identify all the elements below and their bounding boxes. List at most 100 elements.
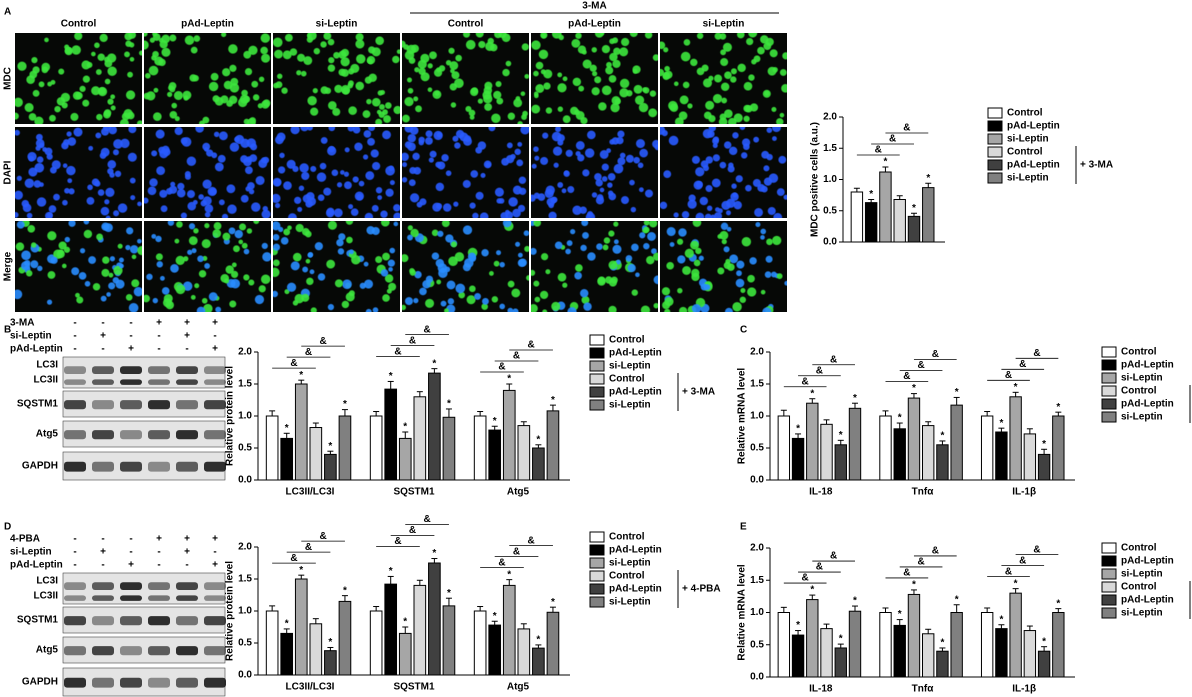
column-label: si-Leptin xyxy=(703,19,745,30)
micrograph xyxy=(144,33,271,124)
bar xyxy=(907,397,921,481)
comparison-label: & xyxy=(802,376,809,387)
significance-mark: * xyxy=(299,565,303,576)
bar xyxy=(517,425,531,481)
treatment-sign: + xyxy=(184,318,190,329)
y-tick-label: 1.5 xyxy=(823,143,837,154)
bar xyxy=(820,423,833,481)
y-tick-label: 1.5 xyxy=(238,379,252,390)
comparison-label: & xyxy=(394,346,401,357)
significance-mark: * xyxy=(285,423,289,434)
legend-label: si-Leptin xyxy=(609,400,651,411)
bar xyxy=(265,415,279,481)
bar xyxy=(893,624,906,678)
x-tick-label: SQSTM1 xyxy=(393,682,435,693)
significance-mark: * xyxy=(447,588,451,599)
significance-mark: * xyxy=(447,399,451,410)
y-tick-label: 1.0 xyxy=(750,607,764,618)
blot-band xyxy=(64,400,86,410)
micrograph xyxy=(531,33,658,124)
blot-band xyxy=(204,379,226,385)
y-tick-label: 1.5 xyxy=(750,379,764,390)
treatment-sign: - xyxy=(129,547,132,558)
comparison-label: & xyxy=(932,349,939,360)
blot-band xyxy=(92,461,114,472)
legend-swatch xyxy=(1101,555,1117,567)
comparison-label: & xyxy=(423,324,430,335)
bar xyxy=(1009,592,1022,678)
bar xyxy=(980,612,994,678)
legend-label: Control xyxy=(1007,108,1043,119)
x-tick-label: Atg5 xyxy=(507,682,530,693)
blot-band xyxy=(64,646,86,656)
significance-mark: * xyxy=(493,416,497,427)
significance-mark: * xyxy=(493,611,497,622)
x-tick-label: Atg5 xyxy=(507,487,530,498)
bar xyxy=(980,415,994,481)
significance-mark: * xyxy=(883,157,887,168)
treatment-sign: - xyxy=(73,344,76,355)
blot-strip xyxy=(62,572,226,605)
blot-band xyxy=(176,646,198,656)
blot-band xyxy=(176,430,198,440)
comparison-label: & xyxy=(830,354,837,365)
micrograph xyxy=(273,127,400,218)
x-tick-label: SQSTM1 xyxy=(393,487,435,498)
panel-label: B xyxy=(4,325,11,336)
legend-label: pAd-Leptin xyxy=(609,584,662,595)
bar xyxy=(922,425,935,481)
significance-mark: * xyxy=(403,617,407,628)
legend-swatch xyxy=(987,107,1003,119)
blot-band xyxy=(148,646,170,656)
bar xyxy=(907,593,921,678)
micrograph xyxy=(660,127,787,218)
blot-band xyxy=(204,582,226,591)
blot-band xyxy=(148,430,170,440)
y-tick-label: 0.5 xyxy=(750,639,764,650)
blot-strip xyxy=(62,451,226,481)
significance-mark: * xyxy=(1042,439,1046,450)
bar xyxy=(384,388,398,481)
x-tick-label: IL-18 xyxy=(809,684,833,695)
y-tick-label: 1.0 xyxy=(750,411,764,422)
treatment-sign: + xyxy=(212,560,218,571)
x-tick-label: LC3II/LC3I xyxy=(286,487,335,498)
treatment-sign: + xyxy=(184,534,190,545)
blot-band xyxy=(176,461,198,472)
band-label: LC3I xyxy=(36,360,58,371)
band-label: GAPDH xyxy=(22,461,58,472)
comparison-label: & xyxy=(290,358,297,369)
comparison-label: & xyxy=(527,340,534,351)
treatment-sign: + xyxy=(128,344,134,355)
column-label: Control xyxy=(448,19,484,30)
blot-band xyxy=(92,582,114,591)
bar xyxy=(777,415,791,481)
bar xyxy=(777,612,791,678)
treatment-sign: + xyxy=(212,318,218,329)
bar xyxy=(1037,650,1051,678)
bar xyxy=(1052,612,1065,678)
significance-mark: * xyxy=(926,173,930,184)
bar xyxy=(546,611,560,676)
blot-band xyxy=(148,366,170,375)
bar xyxy=(280,437,294,481)
y-tick-label: 2.0 xyxy=(750,543,764,554)
bar xyxy=(936,444,949,481)
blot-band xyxy=(92,595,114,601)
x-tick-label: IL-1β xyxy=(1012,684,1036,695)
treatment-sign: - xyxy=(213,331,216,342)
micrograph xyxy=(273,33,400,124)
micrograph xyxy=(531,127,658,218)
bar xyxy=(413,396,427,481)
x-tick-label: IL-1β xyxy=(1012,487,1036,498)
legend-label: si-Leptin xyxy=(609,558,651,569)
bar xyxy=(848,610,862,678)
blot-band xyxy=(176,366,198,375)
significance-mark: * xyxy=(1014,578,1018,589)
micrograph xyxy=(402,221,529,312)
panel-label: A xyxy=(4,7,11,18)
bar xyxy=(950,404,963,481)
legend-swatch xyxy=(589,544,605,556)
legend-label: pAd-Leptin xyxy=(1121,556,1174,567)
blot-band xyxy=(64,616,86,626)
